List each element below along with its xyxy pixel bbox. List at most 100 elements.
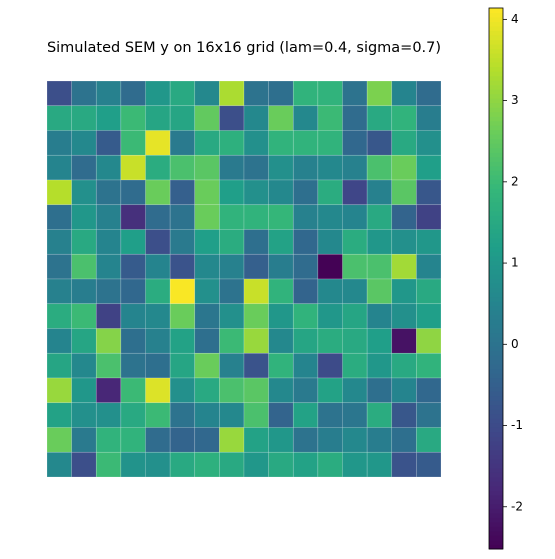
colorbar-segment xyxy=(489,237,503,243)
heatmap-cell xyxy=(292,352,319,379)
heatmap-cell xyxy=(95,253,122,280)
heatmap-cell xyxy=(169,352,196,379)
colorbar-segment xyxy=(489,463,503,469)
heatmap-cell xyxy=(292,402,319,428)
heatmap-cell xyxy=(366,80,393,107)
colorbar-segment xyxy=(489,84,503,90)
heatmap-cell xyxy=(416,303,442,329)
heatmap-cell xyxy=(71,179,97,206)
colorbar-segment xyxy=(489,260,503,266)
heatmap-cell xyxy=(391,80,417,107)
heatmap-cell xyxy=(391,179,417,206)
heatmap-cell xyxy=(120,229,146,255)
colorbar-segment xyxy=(489,21,503,27)
heatmap-cell xyxy=(243,80,269,107)
heatmap-cell xyxy=(194,328,220,354)
colorbar-segment xyxy=(489,431,503,437)
heatmap-cell xyxy=(243,204,269,230)
heatmap-cell xyxy=(71,451,97,478)
colorbar-segment xyxy=(489,269,503,275)
heatmap-cell xyxy=(219,204,245,230)
colorbar-segment xyxy=(489,436,503,442)
heatmap-cell xyxy=(243,303,269,329)
heatmap-cell xyxy=(95,229,122,255)
heatmap-cell xyxy=(95,204,122,230)
heatmap-cell xyxy=(243,427,269,453)
colorbar-segment xyxy=(489,201,503,207)
colorbar-segment xyxy=(489,364,503,370)
heatmap-cell xyxy=(169,328,196,354)
heatmap-cell xyxy=(268,451,294,478)
heatmap-cell xyxy=(292,303,319,329)
heatmap-cell xyxy=(219,179,245,206)
heatmap-cell xyxy=(71,204,97,230)
heatmap-cell xyxy=(194,278,220,305)
heatmap-cell xyxy=(169,377,196,404)
heatmap-cell xyxy=(46,204,72,230)
heatmap-cell xyxy=(169,80,196,107)
heatmap-cell xyxy=(366,303,393,329)
heatmap-cell xyxy=(317,229,343,255)
heatmap-cell xyxy=(145,427,171,453)
colorbar-segment xyxy=(489,233,503,239)
heatmap-cell xyxy=(145,105,171,131)
chart-title: Simulated SEM y on 16x16 grid (lam=0.4, … xyxy=(47,40,441,56)
heatmap-cell xyxy=(95,352,122,379)
heatmap-cell xyxy=(317,451,343,478)
heatmap-cell xyxy=(366,154,393,181)
heatmap-cell xyxy=(46,179,72,206)
colorbar-segment xyxy=(489,30,503,36)
heatmap-cell xyxy=(243,328,269,354)
colorbar-tick-label: 2 xyxy=(511,174,519,188)
heatmap-cell xyxy=(268,179,294,206)
colorbar-segment xyxy=(489,467,503,473)
colorbar-segment xyxy=(489,454,503,460)
colorbar-segment xyxy=(489,62,503,68)
heatmap-cell xyxy=(120,204,146,230)
heatmap-cell xyxy=(366,278,393,305)
heatmap-cell xyxy=(95,451,122,478)
colorbar-segment xyxy=(489,165,503,171)
colorbar-segment xyxy=(489,255,503,261)
heatmap-cell xyxy=(268,130,294,156)
heatmap-cell xyxy=(46,253,72,280)
colorbar-segment xyxy=(489,66,503,72)
heatmap-cell xyxy=(194,80,220,107)
heatmap-cell xyxy=(120,328,146,354)
heatmap-cell xyxy=(71,303,97,329)
colorbar-segment xyxy=(489,517,503,523)
heatmap-cell xyxy=(243,130,269,156)
heatmap-cell xyxy=(120,352,146,379)
heatmap-cell xyxy=(366,377,393,404)
colorbar-segment xyxy=(489,57,503,63)
heatmap-cell xyxy=(219,451,245,478)
colorbar-segment xyxy=(489,445,503,451)
colorbar-segment xyxy=(489,350,503,356)
heatmap-cell xyxy=(145,80,171,107)
colorbar-segment xyxy=(489,134,503,140)
heatmap-cell xyxy=(391,253,417,280)
colorbar-segment xyxy=(489,39,503,45)
heatmap-cell xyxy=(145,130,171,156)
heatmap-cell xyxy=(145,303,171,329)
heatmap-cell xyxy=(342,105,368,131)
heatmap-cell xyxy=(46,377,72,404)
heatmap-cell xyxy=(145,154,171,181)
heatmap-cell xyxy=(391,154,417,181)
heatmap-cell xyxy=(120,278,146,305)
heatmap-cell xyxy=(292,328,319,354)
colorbar-segment xyxy=(489,120,503,126)
heatmap-cell xyxy=(169,402,196,428)
heatmap-cell xyxy=(194,377,220,404)
heatmap-cell xyxy=(366,451,393,478)
heatmap-cell xyxy=(317,179,343,206)
colorbar-segment xyxy=(489,494,503,500)
colorbar-segment xyxy=(489,75,503,81)
heatmap-cell xyxy=(243,229,269,255)
heatmap-cell xyxy=(145,402,171,428)
heatmap-cell xyxy=(268,377,294,404)
heatmap-cell xyxy=(342,278,368,305)
colorbar-segment xyxy=(489,382,503,388)
colorbar-segment xyxy=(489,246,503,252)
heatmap-cell xyxy=(292,154,319,181)
